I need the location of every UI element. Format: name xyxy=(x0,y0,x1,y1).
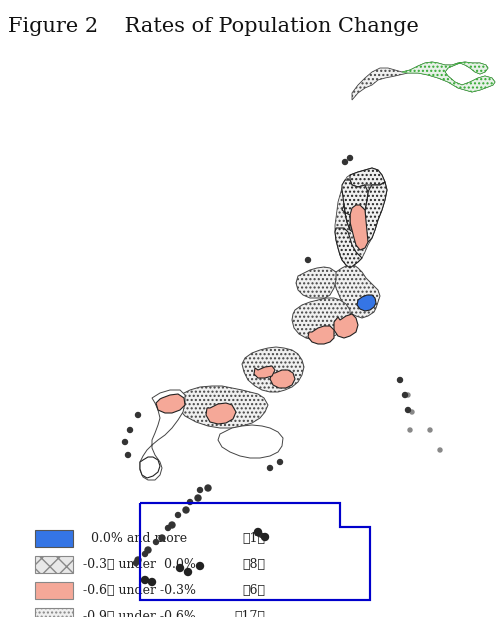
Polygon shape xyxy=(342,205,350,230)
Circle shape xyxy=(254,529,262,536)
Circle shape xyxy=(142,552,148,557)
Circle shape xyxy=(126,452,130,457)
Polygon shape xyxy=(218,425,283,458)
Polygon shape xyxy=(177,386,268,428)
Polygon shape xyxy=(350,168,385,187)
Circle shape xyxy=(278,460,282,465)
Text: -0.3～ under  0.0%: -0.3～ under 0.0% xyxy=(83,558,196,571)
Text: -0.9～ under -0.6%: -0.9～ under -0.6% xyxy=(83,610,196,617)
Polygon shape xyxy=(350,205,368,250)
Polygon shape xyxy=(352,62,495,100)
Polygon shape xyxy=(140,390,185,480)
Circle shape xyxy=(134,560,138,566)
Text: -0.6～ under -0.3%: -0.6～ under -0.3% xyxy=(83,584,196,597)
Text: （1）: （1） xyxy=(242,532,265,545)
Circle shape xyxy=(438,448,442,452)
Circle shape xyxy=(159,535,165,541)
Text: （17）: （17） xyxy=(234,610,265,617)
Circle shape xyxy=(154,539,158,544)
Bar xyxy=(35,530,73,547)
Circle shape xyxy=(406,393,410,397)
Polygon shape xyxy=(308,326,334,344)
Circle shape xyxy=(262,534,268,540)
Polygon shape xyxy=(402,62,495,92)
Polygon shape xyxy=(296,267,336,298)
Circle shape xyxy=(169,522,175,528)
Circle shape xyxy=(306,257,310,262)
Polygon shape xyxy=(254,366,275,378)
Circle shape xyxy=(166,526,170,531)
Circle shape xyxy=(402,392,407,397)
Circle shape xyxy=(196,563,203,569)
Circle shape xyxy=(184,568,192,576)
Circle shape xyxy=(188,500,192,505)
Circle shape xyxy=(428,428,432,432)
Circle shape xyxy=(406,407,410,413)
Text: （8）: （8） xyxy=(242,558,265,571)
Bar xyxy=(35,582,73,599)
Bar xyxy=(35,556,73,573)
Circle shape xyxy=(398,378,402,383)
Polygon shape xyxy=(270,370,295,388)
Bar xyxy=(35,608,73,617)
Circle shape xyxy=(205,485,211,491)
Circle shape xyxy=(398,378,402,382)
Polygon shape xyxy=(255,533,268,538)
Circle shape xyxy=(176,565,184,571)
Polygon shape xyxy=(342,180,368,233)
Circle shape xyxy=(198,487,202,492)
Circle shape xyxy=(195,495,201,501)
Circle shape xyxy=(148,579,156,586)
Circle shape xyxy=(268,465,272,471)
Polygon shape xyxy=(140,457,160,478)
Text: Figure 2    Rates of Population Change: Figure 2 Rates of Population Change xyxy=(8,17,419,36)
Circle shape xyxy=(122,439,128,444)
Polygon shape xyxy=(334,314,358,338)
Circle shape xyxy=(176,513,180,518)
Circle shape xyxy=(348,155,352,160)
Circle shape xyxy=(183,507,189,513)
Polygon shape xyxy=(292,298,350,340)
Circle shape xyxy=(135,557,141,563)
Polygon shape xyxy=(242,347,304,392)
Circle shape xyxy=(145,547,151,553)
Polygon shape xyxy=(334,265,380,318)
Polygon shape xyxy=(335,168,387,268)
Polygon shape xyxy=(357,295,376,311)
Polygon shape xyxy=(156,394,185,413)
Text: 0.0% and more: 0.0% and more xyxy=(83,532,187,545)
Circle shape xyxy=(142,576,148,584)
Circle shape xyxy=(136,413,140,418)
Text: （6）: （6） xyxy=(242,584,265,597)
Circle shape xyxy=(408,428,412,432)
Circle shape xyxy=(128,428,132,433)
Polygon shape xyxy=(365,182,387,242)
Circle shape xyxy=(342,160,347,165)
Polygon shape xyxy=(335,228,362,268)
Circle shape xyxy=(410,410,414,414)
Polygon shape xyxy=(206,403,236,424)
